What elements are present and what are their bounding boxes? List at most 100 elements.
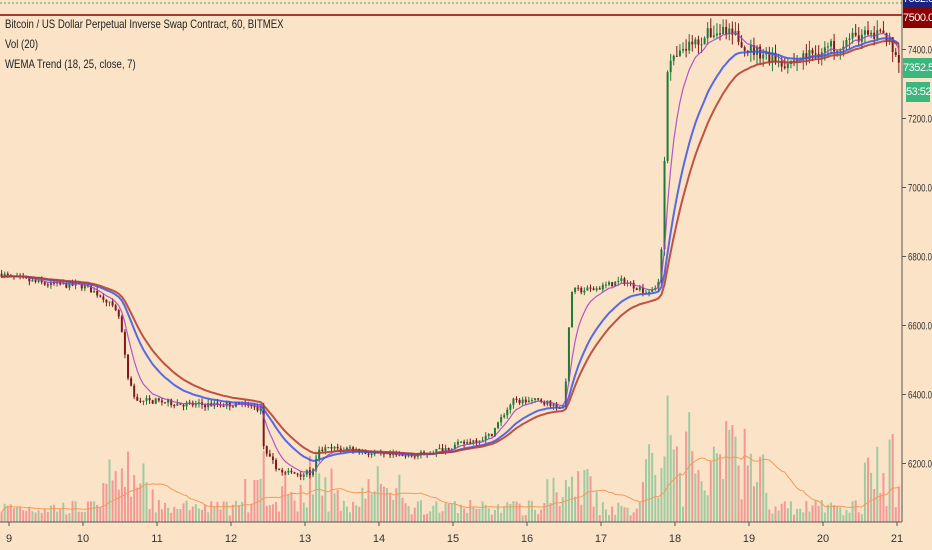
candle-body [484,435,487,441]
volume-bar [463,508,466,522]
volume-bar [725,421,728,522]
volume-bar [663,456,666,522]
candle-body [253,406,256,408]
candle-body [133,385,136,397]
legend-volume[interactable]: Vol (20) [5,37,39,51]
volume-bar [0,512,3,522]
volume-bar [546,479,549,522]
volume-bar [497,504,500,522]
volume-bar [28,506,31,522]
volume-bar [429,511,432,522]
volume-bar [160,509,163,522]
price-tick-label: 6800.0 [908,252,932,264]
candle-body [83,285,86,289]
time-tick-label: 14 [373,533,385,545]
volume-bar [77,511,80,522]
volume-bar [216,501,219,522]
volume-bar [715,453,718,522]
volume-bar [848,512,851,522]
candle-body [638,287,641,291]
volume-bar [262,451,265,522]
candle-body [265,446,268,454]
volume-bar [46,511,49,522]
volume-bar [238,505,241,522]
candle-body [435,449,438,454]
candle-body [120,316,123,332]
volume-bar [444,503,447,522]
volume-bar [241,501,244,522]
volume-bar [706,495,709,522]
volume-bar [123,486,126,522]
volume-bar [456,513,459,522]
volume-bar [740,499,743,522]
volume-bar [392,499,395,522]
volume-bar [302,502,305,522]
volume-bar [808,511,811,522]
volume-bar [756,482,759,522]
legend-indicator[interactable]: WEMA Trend (18, 25, close, 7) [5,57,136,71]
ema-lines [1,32,900,513]
time-tick-label: 16 [521,533,533,545]
volume-bar [694,473,697,522]
legend-symbol[interactable]: Bitcoin / US Dollar Perpetual Inverse Sw… [5,17,284,31]
price-tick-label: 7200.0 [908,114,932,126]
volume-bar [617,502,620,522]
volume-bar [743,428,746,522]
volume-bar [811,505,814,522]
candle-body [127,354,130,379]
volume-bar [441,511,444,522]
time-tick-label: 11 [151,533,162,545]
candle-body [882,30,885,34]
volume-bar [685,431,688,522]
candle-body [305,470,308,475]
volume-bar [185,500,188,522]
volume-bar [860,514,863,522]
candle-body [142,400,145,402]
volume-bar [299,484,302,522]
candle-body [620,278,623,281]
candle-body [37,280,40,282]
volume-bar [376,466,379,522]
volume-bar [870,472,873,522]
candle-body [130,378,133,386]
volume-bar [595,491,598,522]
volume-bar [854,500,857,522]
volume-bar [555,492,558,522]
volume-bar [833,505,836,522]
candle-body [632,282,635,289]
candle-body [151,400,154,404]
volume-bar [540,509,543,522]
candle-body [623,278,626,284]
volume-bar [120,468,123,522]
candle-body [493,428,496,437]
candle-body [719,33,722,35]
candle-body [771,52,774,63]
volume-bar [657,497,660,522]
candle-body [123,331,126,355]
volume-bar [231,504,234,522]
time-tick-label: 17 [595,533,607,545]
bar-countdown: 53:52 [906,82,932,102]
candle-body [768,51,771,63]
volume-bar [589,476,592,522]
volume-bar [691,451,694,522]
candle-body [413,456,416,458]
volume-bar [678,472,681,522]
volume-bar [416,501,419,522]
volume-bar [635,508,638,522]
volume-bar [284,473,287,522]
volume-bar [413,507,416,522]
candle-body [851,32,854,39]
volume-bar [244,479,247,522]
volume-bar [558,505,561,522]
candle-body [805,53,808,60]
candle-body [179,403,182,405]
candle-body [453,444,456,450]
volume-bar [475,508,478,522]
volume-bar [355,505,358,522]
candle-body [543,401,546,405]
volume-bar [96,504,99,522]
volume-bar [786,508,789,522]
candle-body [0,273,3,277]
